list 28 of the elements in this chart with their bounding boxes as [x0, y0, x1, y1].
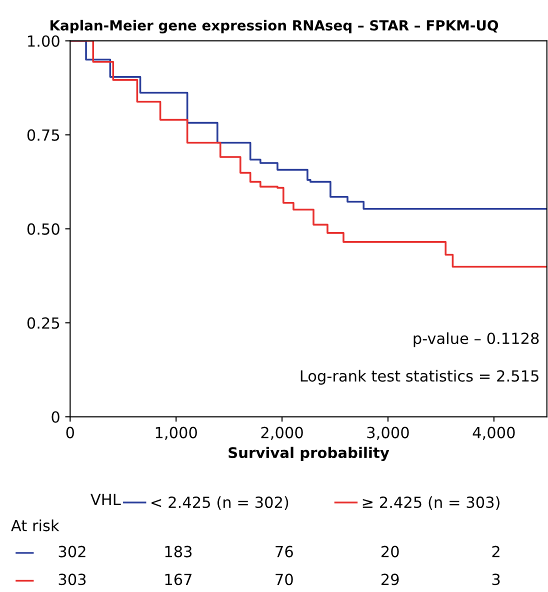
text: 2	[492, 546, 500, 558]
text: 302	[58, 546, 86, 558]
legend-label: ≥ 2.425 (n = 303)	[362, 496, 500, 510]
text: 70	[276, 574, 293, 586]
text: 183	[165, 546, 192, 558]
text: 20	[382, 546, 399, 558]
annotation: p-value – 0.1128	[414, 332, 539, 348]
x-tick-label: 0	[66, 426, 74, 438]
text: 303	[58, 574, 86, 586]
x-tick-label: 4,000	[472, 426, 515, 440]
text: 3	[492, 574, 500, 586]
text: 76	[276, 546, 293, 558]
chart-title: Kaplan-Meier gene expression RNAseq – STAR – FPKM-UQ	[50, 20, 498, 34]
text: 29	[382, 574, 399, 586]
x-tick-label: 2,000	[261, 426, 303, 440]
x-tick-label: 1,000	[156, 426, 197, 440]
x-tick-label: 3,000	[367, 426, 409, 440]
y-tick-label: 0.75	[27, 129, 60, 141]
y-tick-label: 0.25	[27, 317, 60, 329]
y-tick-label: 0	[52, 411, 60, 423]
y-tick-label: 0.50	[27, 223, 60, 235]
text: At risk	[11, 519, 60, 532]
y-tick-label: 1.00	[28, 35, 60, 47]
annotation: Log-rank test statistics = 2.515	[300, 370, 538, 385]
legend-title: VHL	[90, 494, 121, 506]
text: 167	[165, 574, 192, 586]
legend-label: < 2.425 (n = 302)	[152, 496, 288, 510]
x-axis-title: Survival probability	[228, 446, 390, 462]
